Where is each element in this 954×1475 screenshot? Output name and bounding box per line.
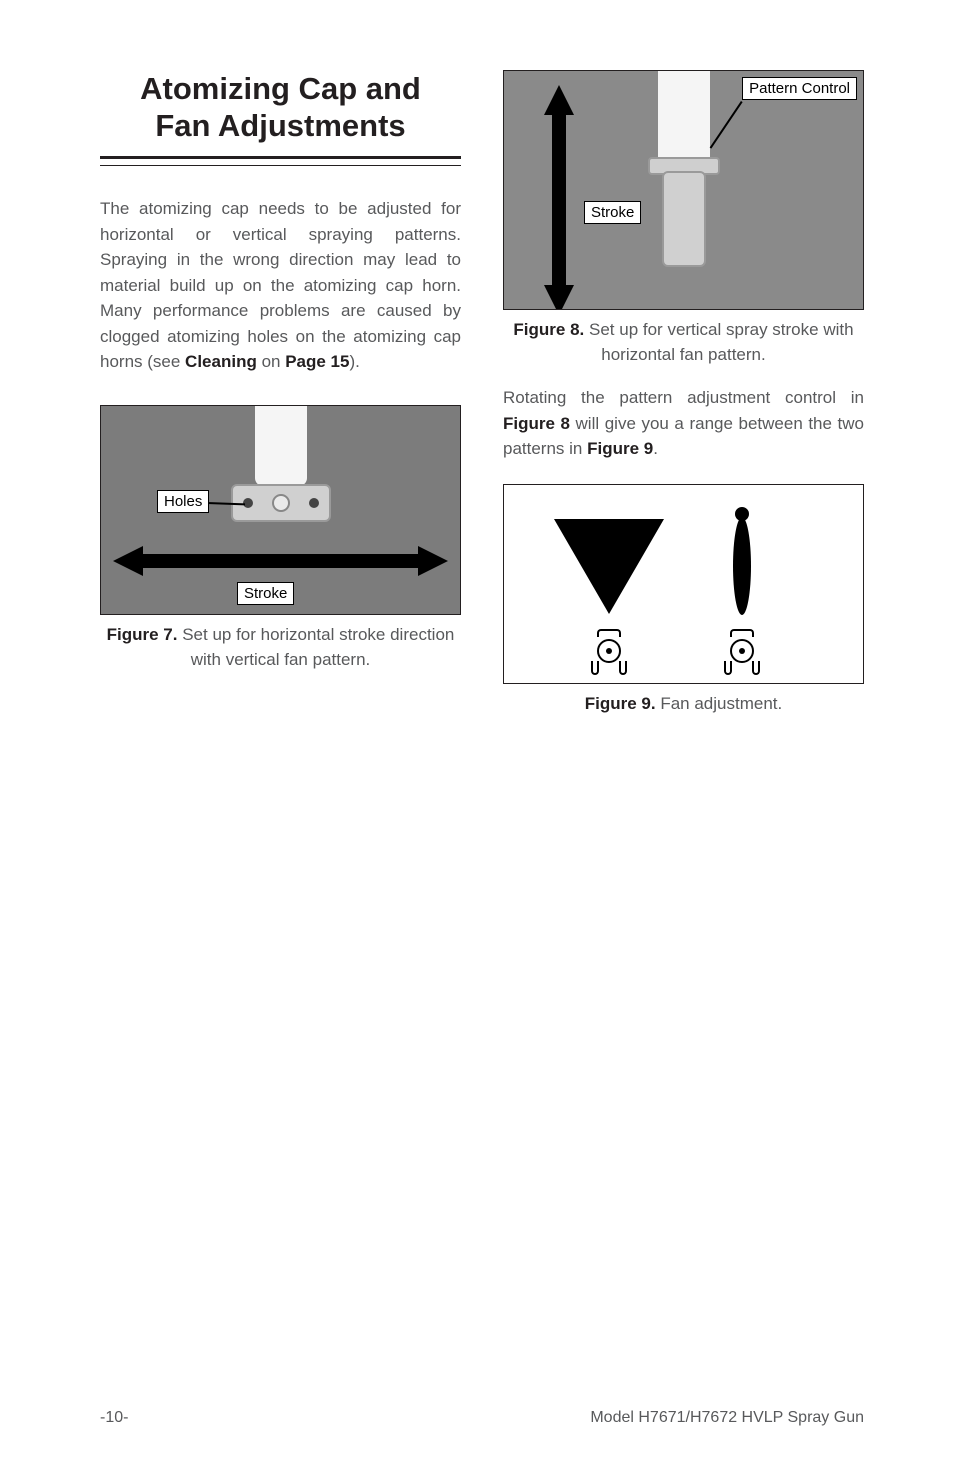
title-line-1: Atomizing Cap and — [140, 71, 421, 106]
atomizing-cap — [231, 484, 331, 522]
figure-9-caption-text: Fan adjustment. — [656, 694, 783, 713]
stroke-arrow-left-head — [113, 546, 143, 576]
page: Atomizing Cap and Fan Adjustments The at… — [0, 0, 954, 1475]
section-title: Atomizing Cap and Fan Adjustments — [100, 70, 461, 144]
figure-7-caption: Figure 7. Set up for horizontal stroke d… — [100, 623, 461, 672]
nozzle-horn-right — [619, 661, 627, 675]
stroke-arrow-right-head — [418, 546, 448, 576]
figure-8-caption-bold: Figure 8. — [513, 320, 584, 339]
nozzle-ring — [730, 639, 754, 663]
figure-7-caption-text: Set up for horizontal stroke direction w… — [177, 625, 454, 669]
figure-7-image: Holes Stroke — [100, 405, 461, 615]
paragraph-2: Rotating the pattern adjustment control … — [503, 385, 864, 462]
page-footer: -10- Model H7671/H7672 HVLP Spray Gun — [100, 1409, 864, 1427]
atomizing-cap-vertical — [662, 171, 706, 267]
spacer — [503, 367, 864, 385]
nozzle-hat — [597, 629, 621, 637]
figure-9-caption: Figure 9. Fan adjustment. — [503, 692, 864, 717]
nozzle-horn-left — [724, 661, 732, 675]
label-holes: Holes — [157, 490, 209, 513]
nozzle-ring — [597, 639, 621, 663]
spray-gun-body-fig8 — [658, 71, 710, 171]
spray-gun-body — [255, 406, 307, 486]
left-column: Atomizing Cap and Fan Adjustments The at… — [100, 70, 461, 716]
figure-9-image — [503, 484, 864, 684]
nozzle-hat — [730, 629, 754, 637]
stroke-arrow-down-head — [544, 285, 574, 310]
nozzle-horn-right — [752, 661, 760, 675]
right-column: Pattern Control Stroke Figure 8. Set up … — [503, 70, 864, 716]
figure-8-caption: Figure 8. Set up for vertical spray stro… — [503, 318, 864, 367]
figure-8-caption-text: Set up for vertical spray stroke with ho… — [584, 320, 853, 364]
title-rule-thin — [100, 165, 461, 166]
figure-9-caption-bold: Figure 9. — [585, 694, 656, 713]
nozzle-horn-left — [591, 661, 599, 675]
two-column-layout: Atomizing Cap and Fan Adjustments The at… — [100, 70, 864, 716]
footer-model: Model H7671/H7672 HVLP Spray Gun — [590, 1409, 864, 1427]
label-stroke-fig8: Stroke — [584, 201, 641, 224]
nozzle-diagram-left — [592, 629, 626, 663]
title-line-2: Fan Adjustments — [155, 108, 405, 143]
stroke-arrow-up-head — [544, 85, 574, 115]
nozzle-diagram-right — [725, 629, 759, 663]
stroke-arrow-shaft — [141, 554, 420, 568]
pointer-holes — [207, 502, 245, 505]
spacer — [100, 375, 461, 405]
stroke-arrow-shaft-v — [552, 113, 566, 287]
figure-8-image: Pattern Control Stroke — [503, 70, 864, 310]
label-pattern-control: Pattern Control — [742, 77, 857, 100]
title-rule-thick — [100, 156, 461, 159]
label-stroke-fig7: Stroke — [237, 582, 294, 605]
pointer-pattern-control — [710, 101, 743, 148]
spacer — [503, 462, 864, 484]
narrow-fan-pattern — [733, 517, 751, 615]
wide-fan-pattern — [554, 519, 664, 614]
footer-page-number: -10- — [100, 1409, 128, 1427]
nozzle-center — [272, 494, 290, 512]
figure-7-caption-bold: Figure 7. — [107, 625, 178, 644]
paragraph-1: The atomizing cap needs to be adjusted f… — [100, 196, 461, 375]
